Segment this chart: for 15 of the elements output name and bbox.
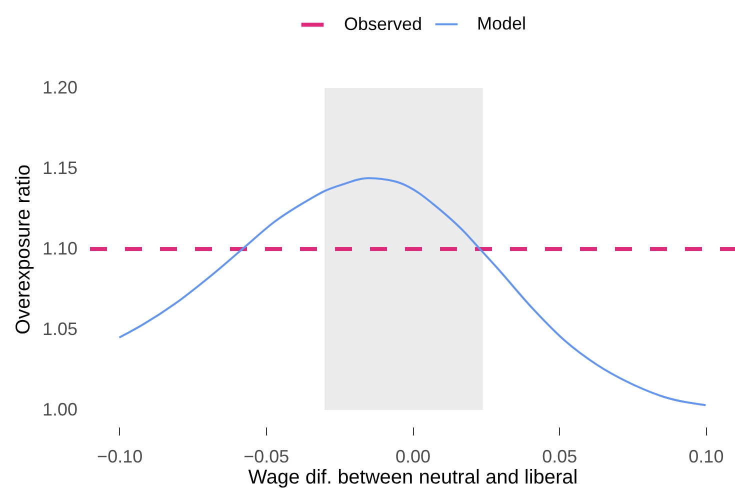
y-tick-label: 1.10 bbox=[42, 238, 78, 258]
x-axis-title: Wage dif. between neutral and liberal bbox=[248, 466, 578, 488]
y-tick-label: 1.20 bbox=[42, 78, 78, 98]
line-series bbox=[118, 177, 707, 406]
x-tick-label: −0.10 bbox=[97, 446, 143, 466]
x-tick-label: 0.00 bbox=[395, 446, 431, 466]
y-axis-title: Overexposure ratio bbox=[12, 164, 34, 335]
legend-label: Observed bbox=[344, 14, 422, 34]
x-tick-label: 0.10 bbox=[688, 446, 724, 466]
legend-label: Model bbox=[477, 13, 526, 34]
y-tick-label: 1.00 bbox=[42, 400, 78, 420]
x-tick-label: −0.05 bbox=[244, 446, 290, 466]
y-tick-label: 1.05 bbox=[42, 319, 78, 339]
y-tick-label: 1.15 bbox=[42, 158, 78, 178]
x-tick-label: 0.05 bbox=[542, 446, 578, 466]
